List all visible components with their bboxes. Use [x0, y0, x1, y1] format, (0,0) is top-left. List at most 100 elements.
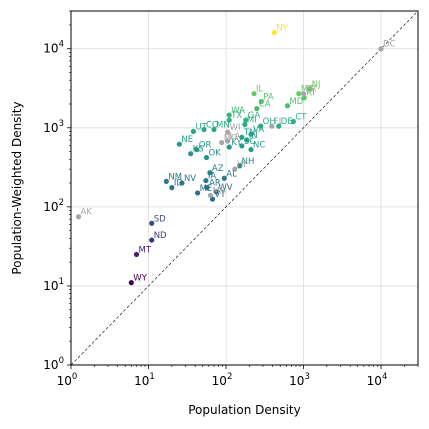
data-point-fl	[269, 123, 275, 129]
point-label-wa: WA	[231, 106, 245, 116]
data-point-nc	[248, 146, 254, 153]
y-tick-label: 104	[43, 40, 64, 56]
data-point-nd	[149, 237, 155, 243]
data-point-wv	[213, 189, 219, 195]
reference-line-y-equals-x	[70, 10, 419, 366]
x-tick-label: 100	[57, 372, 78, 388]
x-axis-label: Population Density	[188, 403, 300, 417]
x-tick-label: 103	[289, 372, 310, 388]
plot-frame	[70, 10, 419, 366]
point-label-ok: OK	[208, 149, 221, 159]
point-label-vt: VT	[215, 190, 227, 200]
data-point-sc	[239, 143, 245, 149]
point-label-id: ID	[174, 179, 184, 189]
point-label-mo: MO	[224, 134, 238, 144]
data-point-hi	[232, 166, 238, 172]
point-label-pa: PA	[263, 93, 274, 103]
y-axis-label: Population-Weighted Density	[10, 101, 24, 274]
data-point-or	[194, 146, 200, 153]
data-point-la	[225, 138, 231, 144]
data-point-ut	[190, 128, 197, 135]
data-point-tn	[239, 134, 245, 140]
point-label-ia: IA	[208, 172, 217, 182]
data-point-in	[244, 137, 250, 143]
y-tick-label: 102	[43, 198, 64, 214]
data-point-nv	[179, 180, 185, 186]
data-point-ri	[301, 95, 307, 101]
point-label-tx: TX	[230, 111, 242, 121]
point-label-sd: SD	[154, 214, 166, 224]
point-label-ny: NY	[276, 24, 288, 34]
data-point-sd	[149, 220, 155, 226]
point-label-ar: AR	[209, 179, 221, 189]
data-point-ia	[203, 177, 209, 184]
point-label-hi: HI	[237, 160, 246, 170]
data-point-md	[284, 103, 291, 109]
point-label-az: AZ	[212, 164, 224, 174]
point-label-la: LA	[230, 132, 241, 142]
data-point-ny	[271, 29, 277, 36]
data-point-dc	[378, 46, 384, 52]
data-point-tx	[226, 117, 232, 123]
point-label-nc: NC	[253, 141, 265, 151]
data-point-ne	[176, 141, 182, 147]
point-label-de: DE	[281, 117, 293, 127]
data-point-ak	[75, 214, 82, 220]
axis-ticks: 100 101 102 103 104 100 101 102 103 104	[43, 10, 419, 388]
x-tick-label: 104	[367, 372, 388, 388]
point-label-nm: NM	[168, 172, 182, 182]
data-point-il	[251, 91, 257, 97]
data-point-id	[169, 185, 175, 191]
data-point-ct	[290, 118, 296, 125]
point-label-ak: AK	[81, 208, 93, 218]
data-point-me	[195, 190, 201, 196]
data-point-mn	[211, 126, 217, 133]
point-label-wi: WI	[230, 123, 241, 133]
data-point-wa	[226, 112, 232, 118]
point-label-wv: WV	[218, 183, 232, 193]
data-point-va	[248, 131, 254, 137]
data-point-oh	[258, 123, 264, 129]
point-label-nj: NJ	[312, 80, 321, 90]
point-label-nh: NH	[242, 157, 255, 167]
point-label-oh: OH	[263, 117, 276, 127]
y-tick-label: 100	[43, 356, 64, 372]
point-label-pr: PR	[306, 85, 317, 95]
point-label-dc: DC	[383, 40, 396, 50]
data-point-de	[276, 123, 282, 129]
data-point-ky	[226, 144, 232, 150]
data-point-ms	[207, 192, 214, 198]
data-point-nm	[163, 178, 169, 184]
data-point-ca	[254, 105, 260, 112]
point-label-va: VA	[253, 125, 264, 135]
data-point-pr	[300, 91, 307, 97]
point-label-ky: KY	[231, 138, 242, 148]
data-point-mi	[242, 121, 248, 128]
x-tick-label: 102	[212, 372, 233, 388]
point-label-tn: TN	[243, 128, 256, 138]
point-label-ut: UT	[195, 122, 207, 132]
point-label-ms: MS	[212, 186, 225, 196]
point-label-md: MD	[289, 97, 303, 107]
point-label-ma: MA	[301, 85, 314, 95]
data-point-ma	[296, 91, 302, 97]
point-label-fl: FL	[274, 117, 284, 127]
data-point-nj	[307, 86, 313, 92]
data-point-ks	[188, 151, 194, 157]
point-label-ri: RI	[306, 89, 314, 99]
data-point-ok	[203, 154, 210, 161]
point-label-or: OR	[199, 141, 212, 151]
data-point-co	[201, 126, 207, 133]
point-label-wy: WY	[133, 274, 147, 284]
point-label-il: IL	[256, 85, 264, 95]
data-point-ga	[243, 117, 249, 123]
data-point-mo	[219, 139, 225, 146]
point-label-mn: MN	[216, 121, 230, 131]
point-label-nd: ND	[154, 231, 167, 241]
point-label-in: IN	[249, 131, 258, 141]
point-label-co: CO	[206, 121, 219, 131]
point-label-al: AL	[226, 169, 237, 179]
y-tick-label: 101	[43, 277, 64, 293]
